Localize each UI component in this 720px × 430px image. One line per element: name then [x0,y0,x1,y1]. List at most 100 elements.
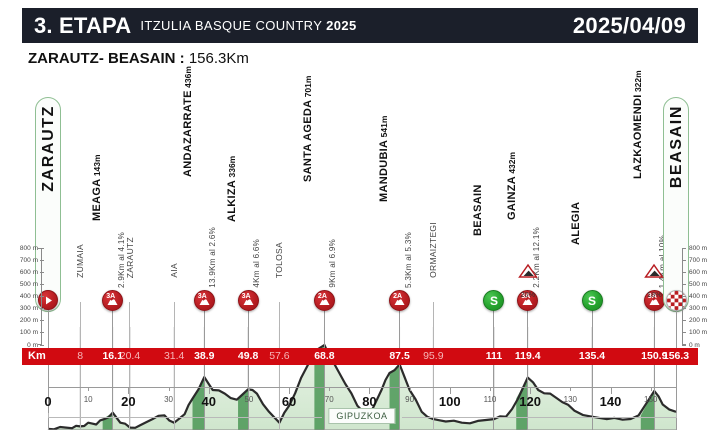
km-scale-label: 90 [405,395,415,404]
marker-name: ALEGIA [570,201,583,245]
sprint-badge[interactable]: S [581,290,603,311]
marker-name: MEAGA [90,178,103,222]
marker-altitude: 541m [378,115,389,140]
marker-altitude: 436m [183,66,194,91]
checkered-flag-icon[interactable] [666,290,687,311]
town-marker-label: ORMAIZTEGI [428,222,439,278]
km-scale-end-cap [676,387,677,395]
route-endpoints: ZARAUTZ- BEASAIN : [28,50,185,67]
elevation-tick-label: 500 m [19,280,38,288]
elevation-tick-mark [40,344,44,346]
sprint-s-icon: S [489,293,498,308]
elevation-tick-label: 600 m [689,268,708,276]
finish-capsule [663,97,689,312]
town-marker-label: ZUMAIA [75,244,86,278]
region-label: GIPUZKOA [328,408,396,424]
sprint-badge[interactable]: S [483,290,505,311]
town-marker-label: AIA [169,263,180,278]
warning-triangle-icon [641,263,667,284]
gradient-warning: 18% [641,263,667,302]
marker-altitude: 432m [506,151,517,176]
climb-category-label: 3A [521,293,531,300]
distance-value: 49.8 [237,350,259,362]
marker-leader-line [527,310,529,430]
marker-label: MEAGA 143m [88,155,106,222]
distance-value: 150.9 [641,350,668,362]
elevation-tick-mark [40,259,44,261]
stage-number: 3. ETAPA [34,12,132,38]
elevation-tick-mark [682,308,686,310]
marker-label: SANTA AGEDA 701m [299,75,317,181]
climb-badge[interactable]: 2A [389,290,411,311]
elevation-tick-mark [40,332,44,334]
marker-name: GAINZA [505,175,518,220]
climb-badge[interactable]: 2A [313,290,335,311]
distance-value: 156.3 [662,350,690,362]
region-line [48,417,322,418]
marker-name: MANDUBIA [377,139,390,202]
route-summary: ZARAUTZ- BEASAIN : 156.3Km [28,50,249,67]
km-scale-label: 10 [83,395,93,404]
marker-altitude: 336m [227,155,238,180]
marker-altitude: 143m [91,154,102,179]
marker-label: GAINZA 432m [503,152,521,220]
marker-leader-line [129,302,131,430]
elevation-tick-label: 300 m [19,305,38,313]
elevation-tick-label: 100 m [689,329,708,337]
elevation-tick-mark [682,332,686,334]
elevation-tick-label: 500 m [689,280,708,288]
region-line-end [676,413,677,418]
climb-category-label: 3A [647,293,657,300]
km-scale-tick [409,387,411,391]
marker-leader-line [203,310,205,430]
km-scale-end-cap [48,387,49,395]
region-line [402,417,676,418]
elevation-tick-label: 700 m [19,256,38,264]
climb-badge[interactable]: 3A [102,290,124,311]
marker-label: ANDAZARRATE 436m [179,66,197,177]
elevation-tick-label: 700 m [689,256,708,264]
climb-category-label: 3A [241,293,251,300]
km-scale-label: 20 [121,394,136,409]
marker-name: ANDAZARRATE [182,90,195,178]
marker-detail: 4Km al 6.6% [252,239,262,288]
distance-value: 119.4 [514,350,541,362]
km-scale-label: 30 [164,395,173,404]
marker-leader-line [493,310,495,430]
km-scale: 0 20 40 60 80 100 120 140 10 30 50 70 90 110 130 150 GI… [0,375,720,430]
distance-value: 16.1 [102,350,123,362]
elevation-tick-mark [40,320,44,322]
marker-label: ALKIZA 336m [223,156,241,222]
distance-bar: Km 8 16.1 20.4 31.4 38.9 49.8 57.6 68.8 87.5 95.9… [22,348,698,365]
climb-badge[interactable]: 3A [517,290,539,311]
climb-badge[interactable]: 3A [193,290,215,311]
play-icon[interactable] [38,290,58,310]
distance-bar-label: Km [28,350,46,362]
km-scale-label: 110 [483,395,497,404]
km-scale-line [48,387,676,388]
km-scale-label: 50 [244,395,254,404]
climb-badge[interactable]: 3A [643,290,665,311]
climb-badge[interactable]: 3A [237,290,259,311]
km-scale-tick [168,387,170,391]
km-scale-tick [570,387,572,391]
marker-leader-line [79,302,81,430]
marker-detail: 5.3Km al 5.3% [403,232,413,288]
distance-value: 68.8 [314,350,335,362]
marker-leader-line [47,310,49,430]
km-scale-tick [88,387,90,391]
elevation-chart: ZUMAIA 3A MEAGA 143m 2.9Km al 4.1% ZARAUTZ AI… [0,66,720,430]
gradient-warning-percent: 18% [646,289,662,299]
km-scale-tick [449,387,451,394]
elevation-tick-label: 400 m [689,293,708,300]
gradient-warning: 20% [515,263,541,302]
region-bracket: GIPUZKOA [48,408,677,424]
distance-value: 20.4 [119,350,141,362]
elevation-tick-mark [682,259,686,261]
marker-name: SANTA AGEDA [302,99,315,182]
elevation-tick-mark [40,247,44,249]
marker-detail: 13.9Km al 2.6% [208,227,218,288]
marker-leader-line [173,302,175,430]
climb-category-label: 3A [106,293,116,300]
elevation-tick-label: 600 m [19,268,38,276]
